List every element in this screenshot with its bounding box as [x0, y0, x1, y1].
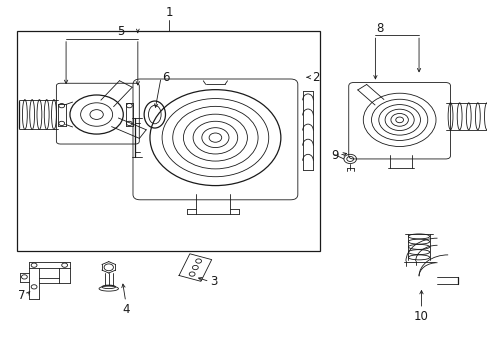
Text: 10: 10	[413, 310, 428, 323]
Text: 5: 5	[117, 25, 124, 38]
Text: 9: 9	[331, 149, 338, 162]
Bar	[17, 31, 319, 251]
Text: 7: 7	[18, 289, 25, 302]
Text: 6: 6	[162, 71, 169, 84]
Text: 1: 1	[165, 6, 173, 19]
Text: 2: 2	[312, 71, 319, 84]
Text: 3: 3	[210, 275, 218, 288]
Text: 8: 8	[376, 22, 383, 35]
Text: 4: 4	[122, 303, 129, 316]
